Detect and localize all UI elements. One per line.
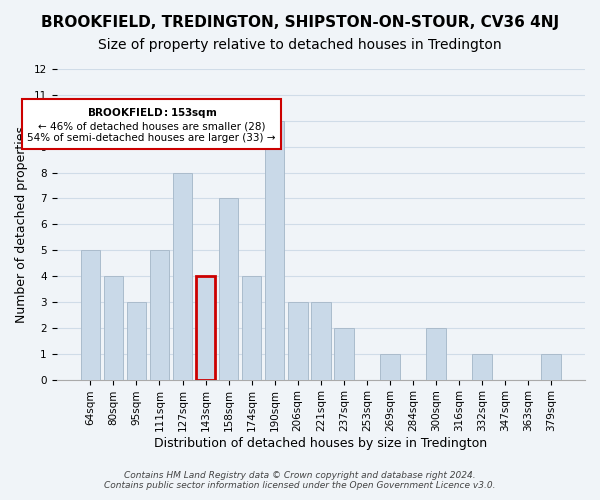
Bar	[472, 354, 492, 380]
Bar	[426, 328, 446, 380]
X-axis label: Distribution of detached houses by size in Tredington: Distribution of detached houses by size …	[154, 437, 487, 450]
Bar	[288, 302, 308, 380]
Bar	[541, 354, 561, 380]
Bar	[196, 276, 215, 380]
Bar	[219, 198, 238, 380]
Text: Contains HM Land Registry data © Crown copyright and database right 2024.
Contai: Contains HM Land Registry data © Crown c…	[104, 470, 496, 490]
Bar	[242, 276, 262, 380]
Bar	[311, 302, 331, 380]
Bar	[380, 354, 400, 380]
Text: BROOKFIELD, TREDINGTON, SHIPSTON-ON-STOUR, CV36 4NJ: BROOKFIELD, TREDINGTON, SHIPSTON-ON-STOU…	[41, 15, 559, 30]
Bar	[334, 328, 353, 380]
Bar	[127, 302, 146, 380]
Bar	[149, 250, 169, 380]
Bar	[265, 121, 284, 380]
Text: $\bf{BROOKFIELD: 153sqm}$
← 46% of detached houses are smaller (28)
54% of semi-: $\bf{BROOKFIELD: 153sqm}$ ← 46% of detac…	[28, 106, 276, 144]
Bar	[173, 172, 193, 380]
Bar	[80, 250, 100, 380]
Text: Size of property relative to detached houses in Tredington: Size of property relative to detached ho…	[98, 38, 502, 52]
Bar	[104, 276, 123, 380]
Y-axis label: Number of detached properties: Number of detached properties	[15, 126, 28, 323]
